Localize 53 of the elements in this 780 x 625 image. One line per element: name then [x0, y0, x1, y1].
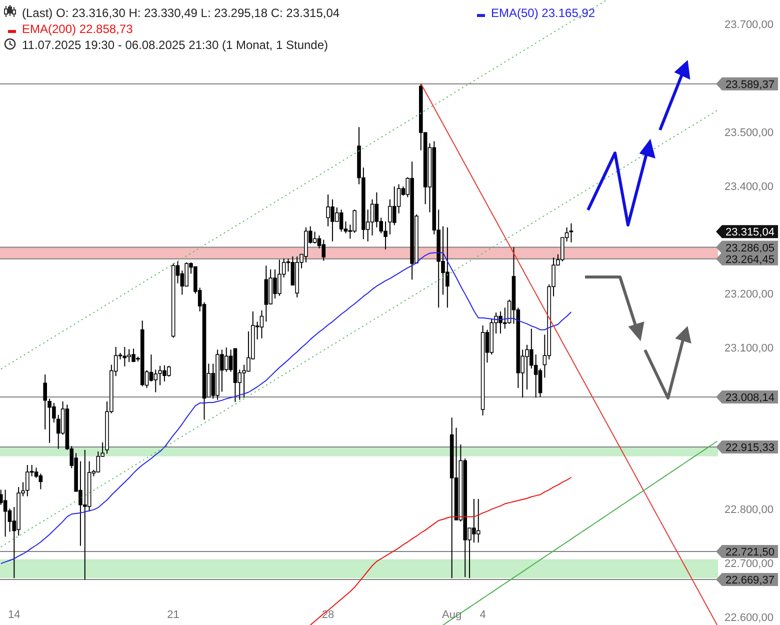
y-tick-label: 22.600,00 — [724, 612, 774, 624]
ref-line-label: 22.669,37 — [726, 574, 774, 587]
y-tick-label: 23.400,00 — [724, 180, 774, 193]
line-series — [442, 440, 718, 625]
candlestick — [166, 365, 171, 378]
candlestick — [26, 464, 30, 497]
candlestick — [122, 346, 127, 367]
y-tick-label: 23.500,00 — [724, 127, 774, 140]
candlestick — [149, 354, 154, 382]
candlestick — [339, 209, 344, 232]
y-tick-label: 23.200,00 — [724, 288, 774, 301]
x-tick-label: 4 — [480, 609, 486, 621]
candlestick — [82, 449, 87, 580]
ref-line-label: 22.721,50 — [726, 546, 774, 558]
ref-line-label: 23.589,37 — [726, 78, 774, 91]
x-tick-label: 21 — [167, 609, 180, 621]
candlestick — [392, 186, 396, 226]
x-tick-label: 28 — [322, 609, 334, 621]
line-series — [0, 252, 572, 564]
candlestick — [96, 451, 100, 474]
candlestick — [538, 368, 542, 398]
line-series — [420, 83, 718, 625]
candlestick — [374, 192, 379, 228]
legend-label: EMA(200) 22.858,73 — [22, 22, 134, 36]
candlestick — [260, 310, 264, 339]
candlestick — [224, 347, 228, 372]
candlestick — [352, 209, 356, 234]
legend-label: EMA(50) 23.165,92 — [491, 6, 596, 20]
y-tick-label: 23.100,00 — [724, 342, 774, 355]
ref-line-label: 23.264,45 — [726, 254, 774, 266]
candlestick — [322, 239, 326, 262]
line-series — [0, 0, 608, 370]
text: 23.315,04 — [726, 226, 774, 239]
candlestick — [38, 473, 43, 490]
text: 11.07.2025 19:30 - 06.08.2025 21:30 (1 Monat, 1 Stunde) — [22, 38, 328, 52]
ref-line-label: 23.008,14 — [726, 392, 774, 404]
line-series — [0, 110, 718, 548]
candlestick — [43, 374, 47, 430]
x-tick-label: 14 — [8, 609, 20, 621]
ref-line-label: 22.915,33 — [726, 442, 774, 454]
y-tick-label: 23.700,00 — [724, 19, 774, 32]
line-series — [310, 476, 572, 625]
candlestick — [370, 198, 374, 236]
candlestick — [154, 369, 158, 393]
candlestick — [569, 222, 574, 243]
text: (Last) O: 23.316,30 H: 23.330,49 L: 23.295,18 C: 23.315,04 — [22, 6, 340, 20]
ref-line-label: 23.286,05 — [726, 242, 774, 254]
candlestick — [312, 231, 317, 244]
y-tick-label: 22.700,00 — [724, 558, 774, 570]
candlestick — [34, 467, 38, 478]
candlestick — [3, 489, 8, 538]
y-tick-label: 22.800,00 — [724, 504, 774, 516]
candlestick — [476, 498, 480, 544]
